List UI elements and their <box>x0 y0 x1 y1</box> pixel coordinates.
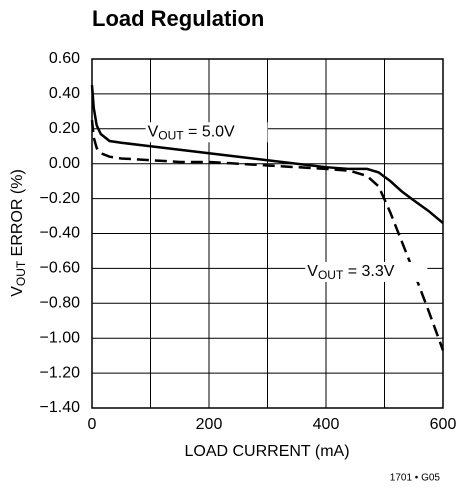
text-part: OUT <box>14 260 28 286</box>
y-tick-label: 0.00 <box>49 155 80 172</box>
text-part: OUT <box>158 128 184 142</box>
text-part: = 5.0V <box>184 124 235 141</box>
text-part: ERROR (%) <box>9 169 26 261</box>
label-bg <box>145 122 268 143</box>
line <box>90 85 444 224</box>
x-axis-label: LOAD CURRENT (mA) <box>184 443 349 460</box>
x-tick-label: 400 <box>313 416 340 433</box>
text-part: = 3.3V <box>343 263 394 280</box>
y-tick-label: 0.20 <box>49 120 80 137</box>
y-axis-label: VOUT ERROR (%) <box>9 169 28 297</box>
y-tick-label: −1.40 <box>40 399 81 416</box>
series-label: VOUT = 5.0V <box>148 124 235 143</box>
plot-frame <box>91 58 444 409</box>
y-tick-label: 0.40 <box>49 85 80 102</box>
text-part: V <box>9 286 26 297</box>
chart-title: Load Regulation <box>92 6 264 31</box>
y-tick-label: −0.40 <box>40 225 81 242</box>
y-tick-label: 0.60 <box>49 50 80 67</box>
text-part: OUT <box>318 268 344 282</box>
y-tick-label: −0.20 <box>40 190 81 207</box>
x-tick-label: 0 <box>88 416 97 433</box>
y-tick-label: −0.60 <box>40 260 81 277</box>
text-part: V <box>307 263 318 280</box>
label-bg <box>305 261 428 282</box>
text-part: V <box>148 124 159 141</box>
series-label: VOUT = 3.3V <box>307 263 394 282</box>
footer: 1701 • G05 <box>390 473 441 484</box>
x-tick-label: 600 <box>430 416 457 433</box>
y-tick-label: −1.00 <box>40 329 81 346</box>
y-tick-label: −0.80 <box>40 295 81 312</box>
line <box>90 119 445 351</box>
y-tick-label: −1.20 <box>40 364 81 381</box>
x-tick-label: 200 <box>196 416 223 433</box>
